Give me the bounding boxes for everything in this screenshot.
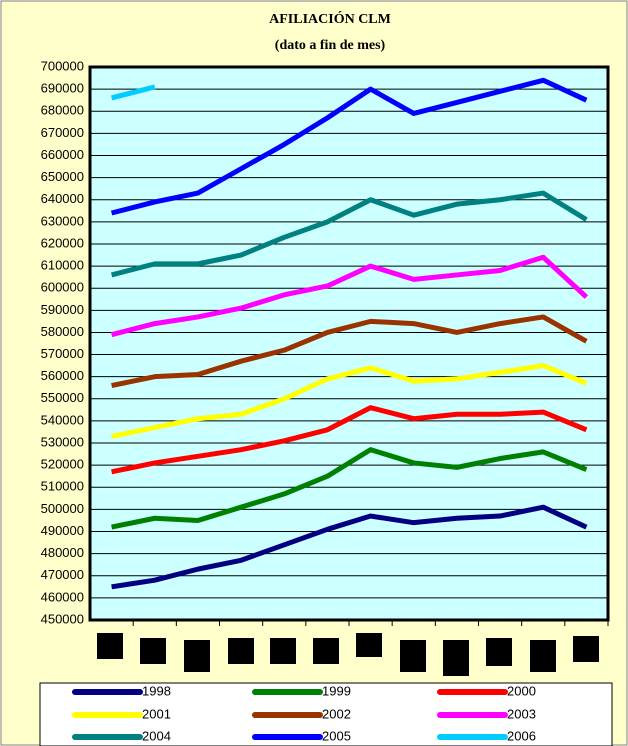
legend-label: 2004 — [142, 728, 171, 743]
y-tick-label: 690000 — [41, 81, 84, 96]
legend-label: 1999 — [322, 683, 351, 698]
legend-label: 2005 — [322, 728, 351, 743]
y-tick-label: 650000 — [41, 169, 84, 184]
series-line — [111, 314, 588, 388]
y-tick-label: 590000 — [41, 302, 84, 317]
y-tick-label: 530000 — [41, 434, 84, 449]
y-tick-label: 510000 — [41, 479, 84, 494]
y-tick-label: 620000 — [41, 235, 84, 250]
y-tick-label: 560000 — [41, 368, 84, 383]
y-tick-label: 680000 — [41, 103, 84, 118]
y-tick-label: 630000 — [41, 213, 84, 228]
y-tick-label: 470000 — [41, 567, 84, 582]
y-tick-label: 640000 — [41, 191, 84, 206]
series-line — [111, 504, 588, 590]
series-line — [111, 405, 588, 475]
y-tick-label: 570000 — [41, 346, 84, 361]
y-tick-label: 540000 — [41, 412, 84, 427]
y-tick-label: 480000 — [41, 545, 84, 560]
series-line — [110, 190, 588, 278]
chart-subtitle: (dato a fin de mes) — [275, 38, 386, 53]
y-tick-label: 610000 — [41, 258, 84, 273]
y-tick-label: 660000 — [41, 147, 84, 162]
y-tick-label: 580000 — [41, 324, 84, 339]
legend-label: 1998 — [142, 683, 171, 698]
legend-label: 2002 — [322, 706, 351, 721]
y-tick-label: 550000 — [41, 390, 84, 405]
plot-background — [90, 67, 608, 620]
plot-border — [88, 65, 610, 622]
series-line — [111, 363, 588, 439]
y-tick-label: 460000 — [41, 589, 84, 604]
y-tick-label: 670000 — [41, 125, 84, 140]
redacted-labels — [97, 633, 599, 676]
y-tick-label: 520000 — [41, 457, 84, 472]
series-line — [110, 84, 156, 101]
series-line — [110, 77, 588, 216]
chart-title: AFILIACIÓN CLM — [269, 10, 391, 27]
y-tick-label: 500000 — [41, 501, 84, 516]
y-tick-label: 490000 — [41, 523, 84, 538]
series-line — [111, 447, 588, 530]
legend-label: 2000 — [507, 683, 536, 698]
legend-label: 2003 — [507, 706, 536, 721]
y-tick-label: 700000 — [41, 58, 84, 73]
series-line — [110, 254, 589, 338]
y-tick-label: 600000 — [41, 280, 84, 295]
legend-label: 2006 — [507, 728, 536, 743]
legend-label: 2001 — [142, 706, 171, 721]
y-tick-label: 450000 — [41, 611, 84, 626]
